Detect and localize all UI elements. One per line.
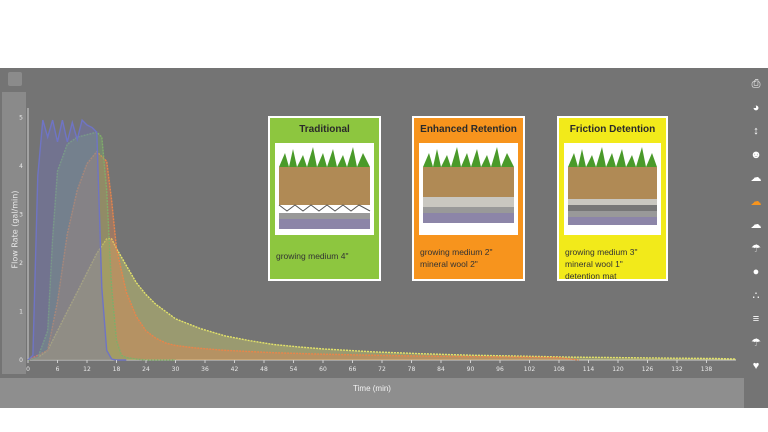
- y-tick-label: 3: [19, 212, 23, 219]
- x-tick-label: 24: [142, 366, 150, 373]
- palette-icon[interactable]: ◕: [752, 101, 760, 114]
- x-tick-label: 138: [701, 366, 713, 373]
- series-line: [27, 238, 737, 361]
- x-tick-label: 108: [553, 366, 565, 373]
- series-line: [27, 150, 579, 361]
- x-tick-label: 90: [467, 366, 475, 373]
- x-tick-label: 132: [671, 366, 683, 373]
- card-description: growing medium 3" mineral wool 1" detent…: [565, 247, 638, 281]
- x-tick-label: 96: [496, 366, 504, 373]
- x-tick-label: 42: [231, 366, 239, 373]
- x-tick-label: 126: [642, 366, 654, 373]
- series-area: [28, 132, 176, 360]
- card-description: growing medium 2" mineral wool 2": [420, 247, 493, 269]
- x-tick-label: 84: [437, 366, 445, 373]
- scroll-handle[interactable]: [8, 72, 22, 86]
- cloud-orange-icon[interactable]: ☁: [750, 195, 762, 208]
- series-line: [27, 131, 176, 361]
- face-icon[interactable]: ☻: [750, 148, 762, 161]
- drops-icon[interactable]: ∴: [752, 289, 760, 302]
- cloud-icon[interactable]: ☁: [750, 172, 762, 184]
- x-tick-label: 18: [113, 366, 121, 373]
- level-icon[interactable]: ≡: [752, 313, 760, 325]
- cloud-rain-icon[interactable]: ☂: [751, 336, 761, 349]
- toolbar: ⎙ ◕ ↕ ☻ ☁ ☁ ☁ ☂ ● ∴ ≡ ☂ ♥: [744, 68, 768, 378]
- x-tick-label: 0: [26, 366, 30, 373]
- cloud-rain-icon[interactable]: ☂: [751, 242, 761, 255]
- y-tick-label: 2: [19, 260, 23, 267]
- x-tick-label: 72: [378, 366, 386, 373]
- x-tick-label: 30: [172, 366, 180, 373]
- card-enhanced-retention: Enhanced Retention growing medium 2" min…: [412, 116, 525, 281]
- heart-icon[interactable]: ♥: [752, 360, 760, 372]
- x-tick-label: 120: [612, 366, 624, 373]
- x-axis-bar: [0, 378, 744, 408]
- card-title: Friction Detention: [569, 124, 656, 135]
- card-title: Traditional: [299, 124, 350, 135]
- roof-section-image: [564, 143, 661, 235]
- x-tick-label: 12: [83, 366, 91, 373]
- print-icon[interactable]: ⎙: [751, 78, 761, 90]
- x-tick-label: 114: [583, 366, 595, 373]
- x-tick-label: 60: [319, 366, 327, 373]
- x-tick-label: 66: [349, 366, 357, 373]
- card-title: Enhanced Retention: [420, 124, 517, 135]
- card-description: growing medium 4": [276, 251, 349, 261]
- roof-section-image: [419, 143, 518, 235]
- x-tick-label: 78: [408, 366, 416, 373]
- y-axis-tab: [2, 92, 26, 374]
- card-friction-detention: Friction Detention growing medium 3" min…: [557, 116, 668, 281]
- cloud-icon[interactable]: ☁: [750, 219, 762, 231]
- drop-icon[interactable]: ●: [752, 266, 760, 278]
- vertical-arrows-icon[interactable]: ↕: [753, 125, 759, 137]
- series-area: [28, 238, 736, 360]
- series-area: [28, 120, 127, 360]
- x-axis-label: Time (min): [353, 384, 391, 393]
- x-tick-label: 54: [290, 366, 298, 373]
- card-traditional: Traditional growing medium 4": [268, 116, 381, 281]
- x-tick-label: 102: [524, 366, 536, 373]
- y-tick-label: 0: [19, 357, 23, 364]
- roof-section-image: [275, 143, 374, 235]
- series-area: [28, 151, 579, 360]
- x-tick-label: 48: [260, 366, 268, 373]
- x-tick-label: 6: [56, 366, 60, 373]
- x-tick-label: 36: [201, 366, 209, 373]
- y-tick-label: 1: [19, 309, 23, 316]
- flow-chart: 0 6 12 18 24 30 36 42 48 54 60 66 72 78 84 90 96 102 108 11…: [19, 108, 737, 373]
- y-tick-label: 5: [19, 115, 23, 122]
- series-line: [27, 118, 127, 361]
- y-tick-label: 4: [19, 163, 23, 170]
